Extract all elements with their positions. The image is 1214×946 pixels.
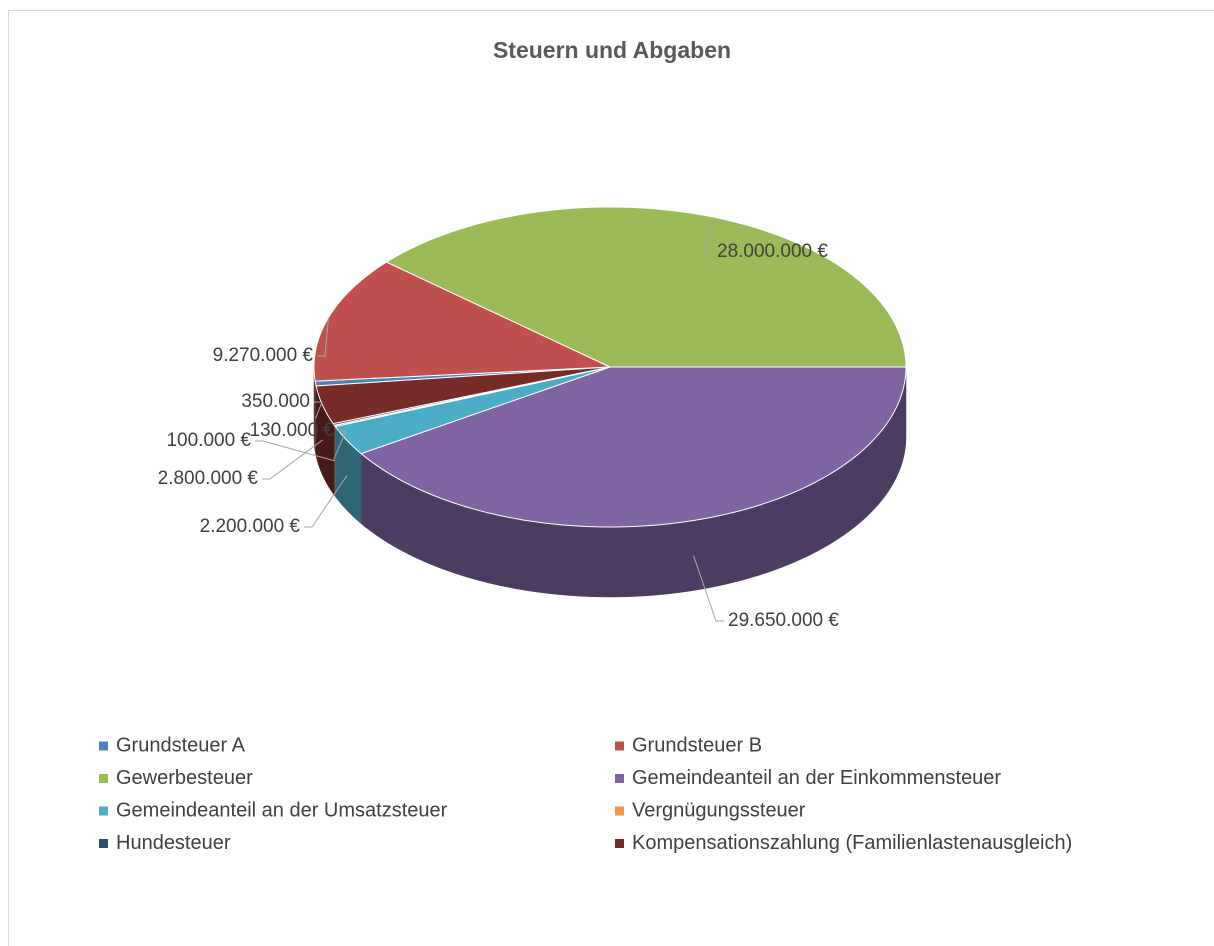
leader-line bbox=[704, 216, 715, 253]
legend-label: Kompensationszahlung (Familienlastenausg… bbox=[632, 832, 1072, 854]
data-label: 350.000 bbox=[241, 391, 310, 412]
legend-label: Gemeindeanteil an der Umsatzsteuer bbox=[116, 799, 448, 821]
leader-line bbox=[255, 440, 335, 462]
data-label: 100.000 € bbox=[166, 430, 251, 451]
legend-swatch bbox=[615, 806, 624, 816]
data-label: 28.000.000 € bbox=[717, 241, 828, 262]
leader-line bbox=[314, 401, 323, 419]
legend-label: Vergnügungssteuer bbox=[632, 799, 806, 821]
leader-line bbox=[693, 555, 724, 622]
leader-line bbox=[262, 439, 323, 480]
legend-label: Grundsteuer B bbox=[632, 734, 762, 756]
leader-line bbox=[333, 430, 347, 460]
pie-slice bbox=[360, 366, 907, 528]
data-label: 2.800.000 € bbox=[158, 468, 259, 489]
legend-label: Hundesteuer bbox=[116, 832, 231, 854]
leader-line bbox=[317, 317, 329, 357]
pie-slice bbox=[315, 366, 611, 425]
data-label: 2.200.000 € bbox=[200, 516, 301, 537]
legend-swatch bbox=[615, 839, 624, 848]
legend-label: Gemeindeanteil an der Einkommensteuer bbox=[632, 767, 1001, 789]
data-label: 130.000 € bbox=[249, 420, 334, 441]
legend-swatch bbox=[99, 806, 108, 816]
legend-swatch bbox=[99, 774, 108, 783]
legend-swatch bbox=[99, 741, 108, 751]
legend-swatch bbox=[615, 741, 624, 751]
leader-line bbox=[304, 475, 348, 528]
pie-slice bbox=[334, 366, 611, 455]
legend-label: Grundsteuer A bbox=[116, 734, 246, 756]
chart-title: Steuern und Abgaben bbox=[493, 37, 731, 63]
legend-label: Gewerbesteuer bbox=[116, 767, 253, 789]
data-label: 29.650.000 € bbox=[728, 610, 839, 631]
data-label: 9.270.000 € bbox=[213, 345, 314, 366]
legend-swatch bbox=[99, 839, 108, 848]
legend-swatch bbox=[615, 774, 624, 783]
